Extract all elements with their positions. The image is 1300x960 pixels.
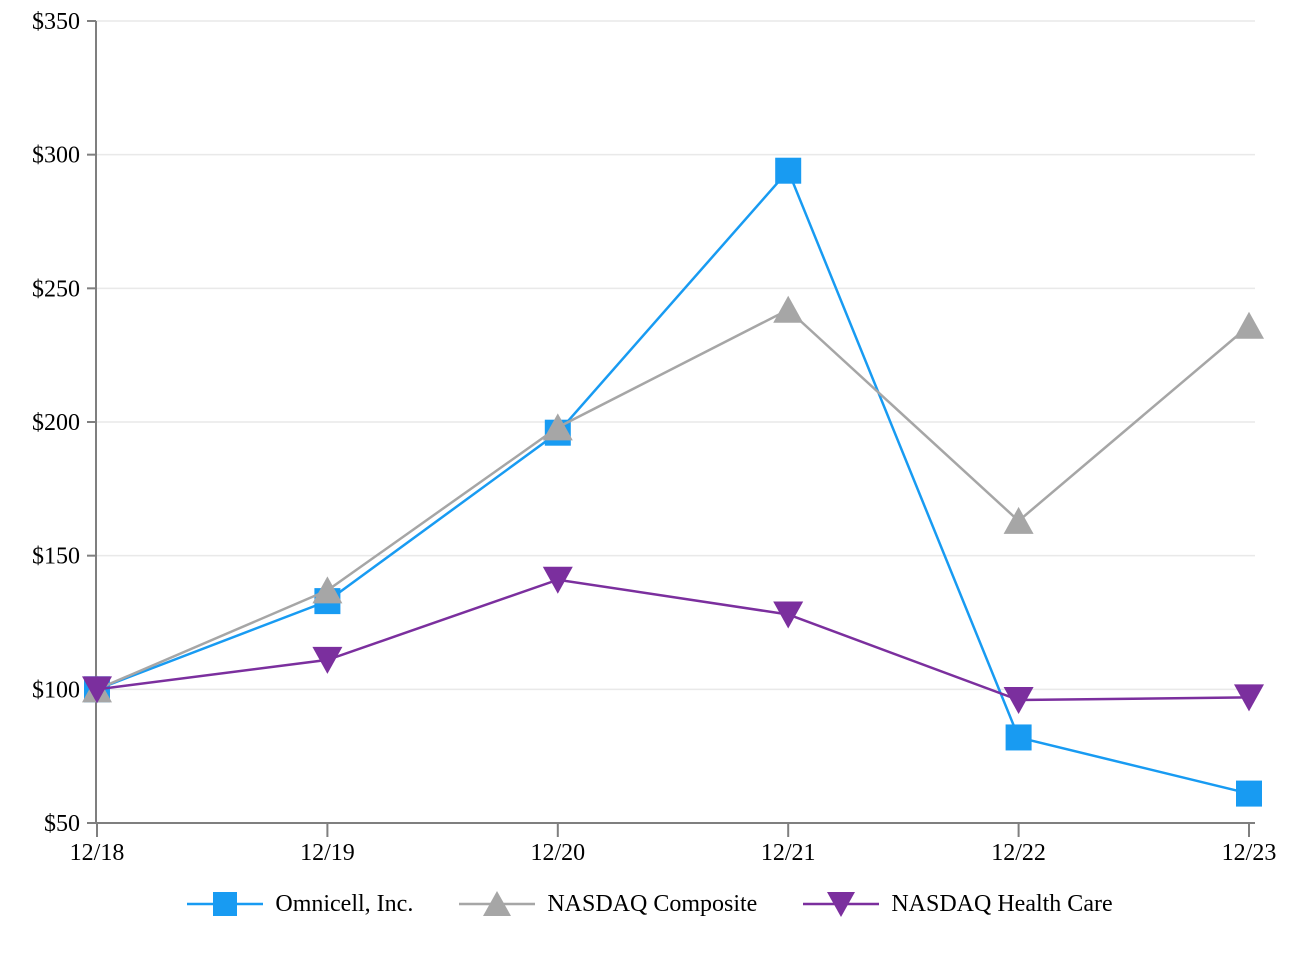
x-axis-label: 12/22	[991, 840, 1046, 866]
x-axis-label: 12/23	[1222, 840, 1277, 866]
data-point-triangle-down	[773, 601, 804, 629]
chart-canvas: $50 $100 $150 $200 $250 $300 $350 12/18 12/19 12/…	[32, 9, 1277, 866]
data-point-triangle-down	[542, 566, 573, 594]
data-point-square	[1005, 724, 1032, 751]
y-axis-label: $250	[32, 276, 80, 302]
y-axis-label: $150	[32, 544, 80, 570]
data-point-triangle-down	[1003, 687, 1034, 715]
data-point-triangle-up	[773, 295, 804, 323]
legend-label-omnicell: Omnicell, Inc.	[275, 890, 414, 917]
data-point-square	[775, 157, 802, 184]
x-axis-label: 12/21	[761, 840, 816, 866]
data-point-triangle-down	[1234, 684, 1264, 712]
legend-item-nasdaq-health-care: NASDAQ Health Care	[803, 888, 1113, 920]
y-axis-label: $100	[32, 677, 80, 703]
data-point-triangle-down	[82, 676, 112, 704]
y-axis-label: $350	[32, 9, 80, 35]
data-point-triangle-down	[312, 646, 343, 674]
data-point-triangle-up	[312, 576, 343, 604]
legend-label-nasdaq-health-care: NASDAQ Health Care	[891, 890, 1113, 917]
x-axis-label: 12/18	[70, 840, 125, 866]
x-axis-label: 12/20	[530, 840, 585, 866]
legend-label-nasdaq-composite: NASDAQ Composite	[547, 890, 758, 917]
y-axis-label: $300	[32, 143, 80, 169]
y-axis-label: $50	[44, 811, 80, 837]
y-axis-label: $200	[32, 410, 80, 436]
data-point-triangle-up	[542, 413, 573, 441]
data-point-triangle-up	[1234, 311, 1264, 339]
legend-item-nasdaq-composite: NASDAQ Composite	[459, 888, 757, 920]
data-point-triangle-up	[1003, 506, 1034, 534]
series-line-square	[96, 168, 1250, 795]
chart-legend: Omnicell, Inc. NASDAQ Composite NASDAQ H…	[0, 888, 1300, 920]
series-line-triangle-down	[96, 578, 1250, 702]
data-point-square	[1236, 780, 1262, 807]
series-line-triangle-up	[96, 308, 1250, 691]
x-axis-label: 12/19	[300, 840, 355, 866]
legend-marker-healthcare-triangle-down-icon	[803, 892, 880, 917]
legend-item-omnicell: Omnicell, Inc.	[187, 888, 413, 920]
legend-marker-composite-triangle-icon	[459, 891, 536, 916]
legend-marker-omnicell-square-icon	[187, 892, 264, 916]
